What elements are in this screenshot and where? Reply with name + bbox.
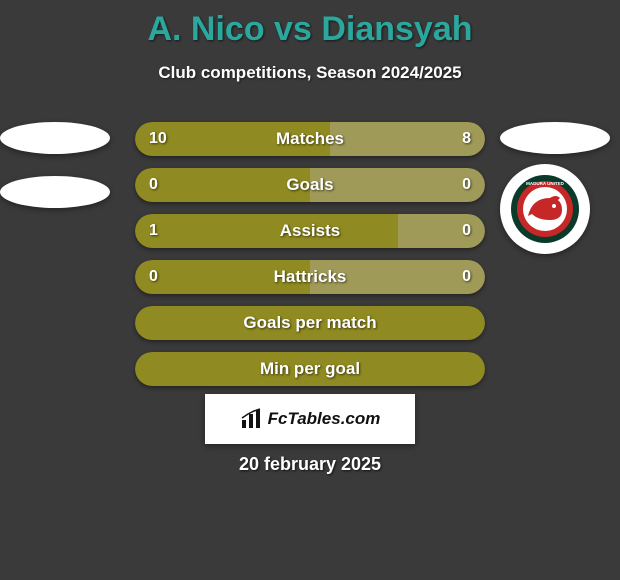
bar-fill xyxy=(135,306,485,340)
right-player-slot: MADURA UNITED xyxy=(500,122,610,254)
bar-left-fill xyxy=(135,122,330,156)
bar-left-fill xyxy=(135,168,310,202)
club-crest: MADURA UNITED xyxy=(500,164,590,254)
stat-bar-assists: 10Assists xyxy=(135,214,485,248)
bar-right-fill xyxy=(310,260,485,294)
crest-icon: MADURA UNITED xyxy=(510,174,580,244)
bar-left-fill xyxy=(135,260,310,294)
bar-left-fill xyxy=(135,214,398,248)
crest-inner: MADURA UNITED xyxy=(510,174,580,244)
bar-right-fill xyxy=(398,214,486,248)
stat-bars: 108Matches 00Goals 10Assists 00Hattricks Goa… xyxy=(135,122,485,398)
attribution-box: FcTables.com xyxy=(205,394,415,444)
stat-bar-goals-per-match: Goals per match xyxy=(135,306,485,340)
stat-bar-goals: 00Goals xyxy=(135,168,485,202)
page-title: A. Nico vs Diansyah xyxy=(0,0,620,49)
left-player-slot xyxy=(0,122,110,230)
right-oval-1 xyxy=(500,122,610,154)
bar-right-fill xyxy=(310,168,485,202)
bar-right-fill xyxy=(330,122,485,156)
date-text: 20 february 2025 xyxy=(0,454,620,475)
svg-text:MADURA UNITED: MADURA UNITED xyxy=(526,181,565,186)
comparison-card: A. Nico vs Diansyah Club competitions, S… xyxy=(0,0,620,580)
subtitle: Club competitions, Season 2024/2025 xyxy=(0,63,620,83)
chart-icon xyxy=(240,408,262,430)
left-oval-1 xyxy=(0,122,110,154)
stat-bar-matches: 108Matches xyxy=(135,122,485,156)
stat-bar-hattricks: 00Hattricks xyxy=(135,260,485,294)
stat-bar-min-per-goal: Min per goal xyxy=(135,352,485,386)
bar-fill xyxy=(135,352,485,386)
attribution-text: FcTables.com xyxy=(268,409,381,429)
left-oval-2 xyxy=(0,176,110,208)
